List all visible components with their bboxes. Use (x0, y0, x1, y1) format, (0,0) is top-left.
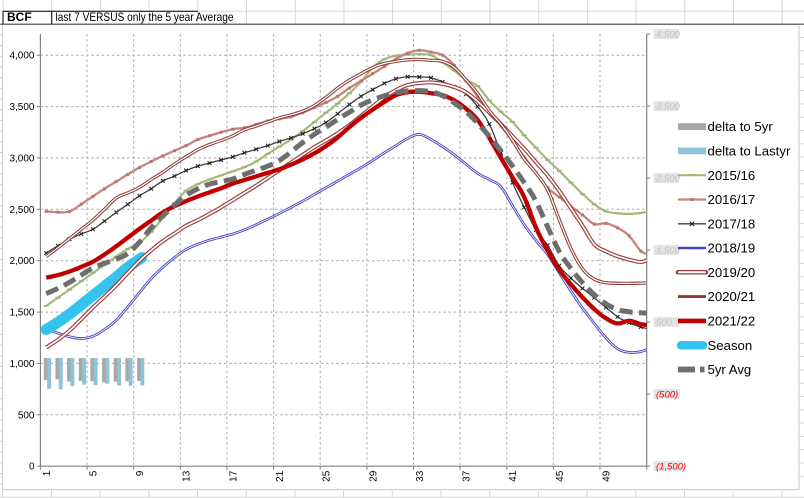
svg-text:500: 500 (18, 410, 35, 421)
svg-text:1,000: 1,000 (9, 359, 34, 370)
svg-text:2,500: 2,500 (9, 205, 34, 216)
svg-text:41: 41 (508, 470, 519, 482)
svg-text:4,000: 4,000 (9, 51, 34, 62)
svg-text:1: 1 (42, 470, 53, 476)
svg-text:2015/16: 2015/16 (708, 168, 756, 183)
svg-text:1,500: 1,500 (656, 246, 680, 257)
svg-text:Season: Season (708, 338, 753, 353)
svg-text:37: 37 (462, 470, 473, 482)
svg-text:5: 5 (89, 470, 100, 476)
svg-text:2019/20: 2019/20 (708, 265, 756, 280)
svg-text:0: 0 (29, 462, 35, 473)
svg-text:3,500: 3,500 (9, 102, 34, 113)
svg-text:delta to Lastyr: delta to Lastyr (708, 144, 791, 159)
svg-text:25: 25 (322, 470, 333, 482)
svg-text:BCF: BCF (7, 10, 32, 24)
svg-text:1,500: 1,500 (9, 308, 34, 319)
svg-text:4,500: 4,500 (656, 30, 680, 41)
svg-text:(500): (500) (656, 390, 678, 401)
svg-text:last 7 VERSUS only the 5 year: last 7 VERSUS only the 5 year Average (56, 10, 234, 24)
svg-text:(1,500): (1,500) (656, 462, 686, 473)
svg-text:2018/19: 2018/19 (708, 241, 756, 256)
svg-text:2017/18: 2017/18 (708, 216, 756, 231)
svg-text:2020/21: 2020/21 (708, 289, 756, 304)
svg-text:17: 17 (228, 470, 239, 482)
svg-text:29: 29 (368, 470, 379, 482)
svg-text:45: 45 (555, 470, 566, 482)
svg-text:2,500: 2,500 (655, 174, 680, 185)
svg-text:5yr Avg: 5yr Avg (708, 362, 752, 377)
svg-text:2021/22: 2021/22 (708, 314, 756, 329)
svg-text:13: 13 (182, 470, 193, 482)
svg-text:33: 33 (415, 470, 426, 482)
svg-text:3,500: 3,500 (656, 102, 680, 113)
svg-text:2016/17: 2016/17 (708, 192, 756, 207)
svg-text:3,000: 3,000 (9, 153, 34, 164)
svg-text:delta to 5yr: delta to 5yr (708, 119, 774, 134)
svg-text:49: 49 (602, 470, 613, 482)
svg-text:500: 500 (656, 318, 673, 329)
svg-text:9: 9 (135, 470, 146, 476)
svg-text:21: 21 (275, 470, 286, 482)
svg-text:2,000: 2,000 (9, 256, 34, 267)
